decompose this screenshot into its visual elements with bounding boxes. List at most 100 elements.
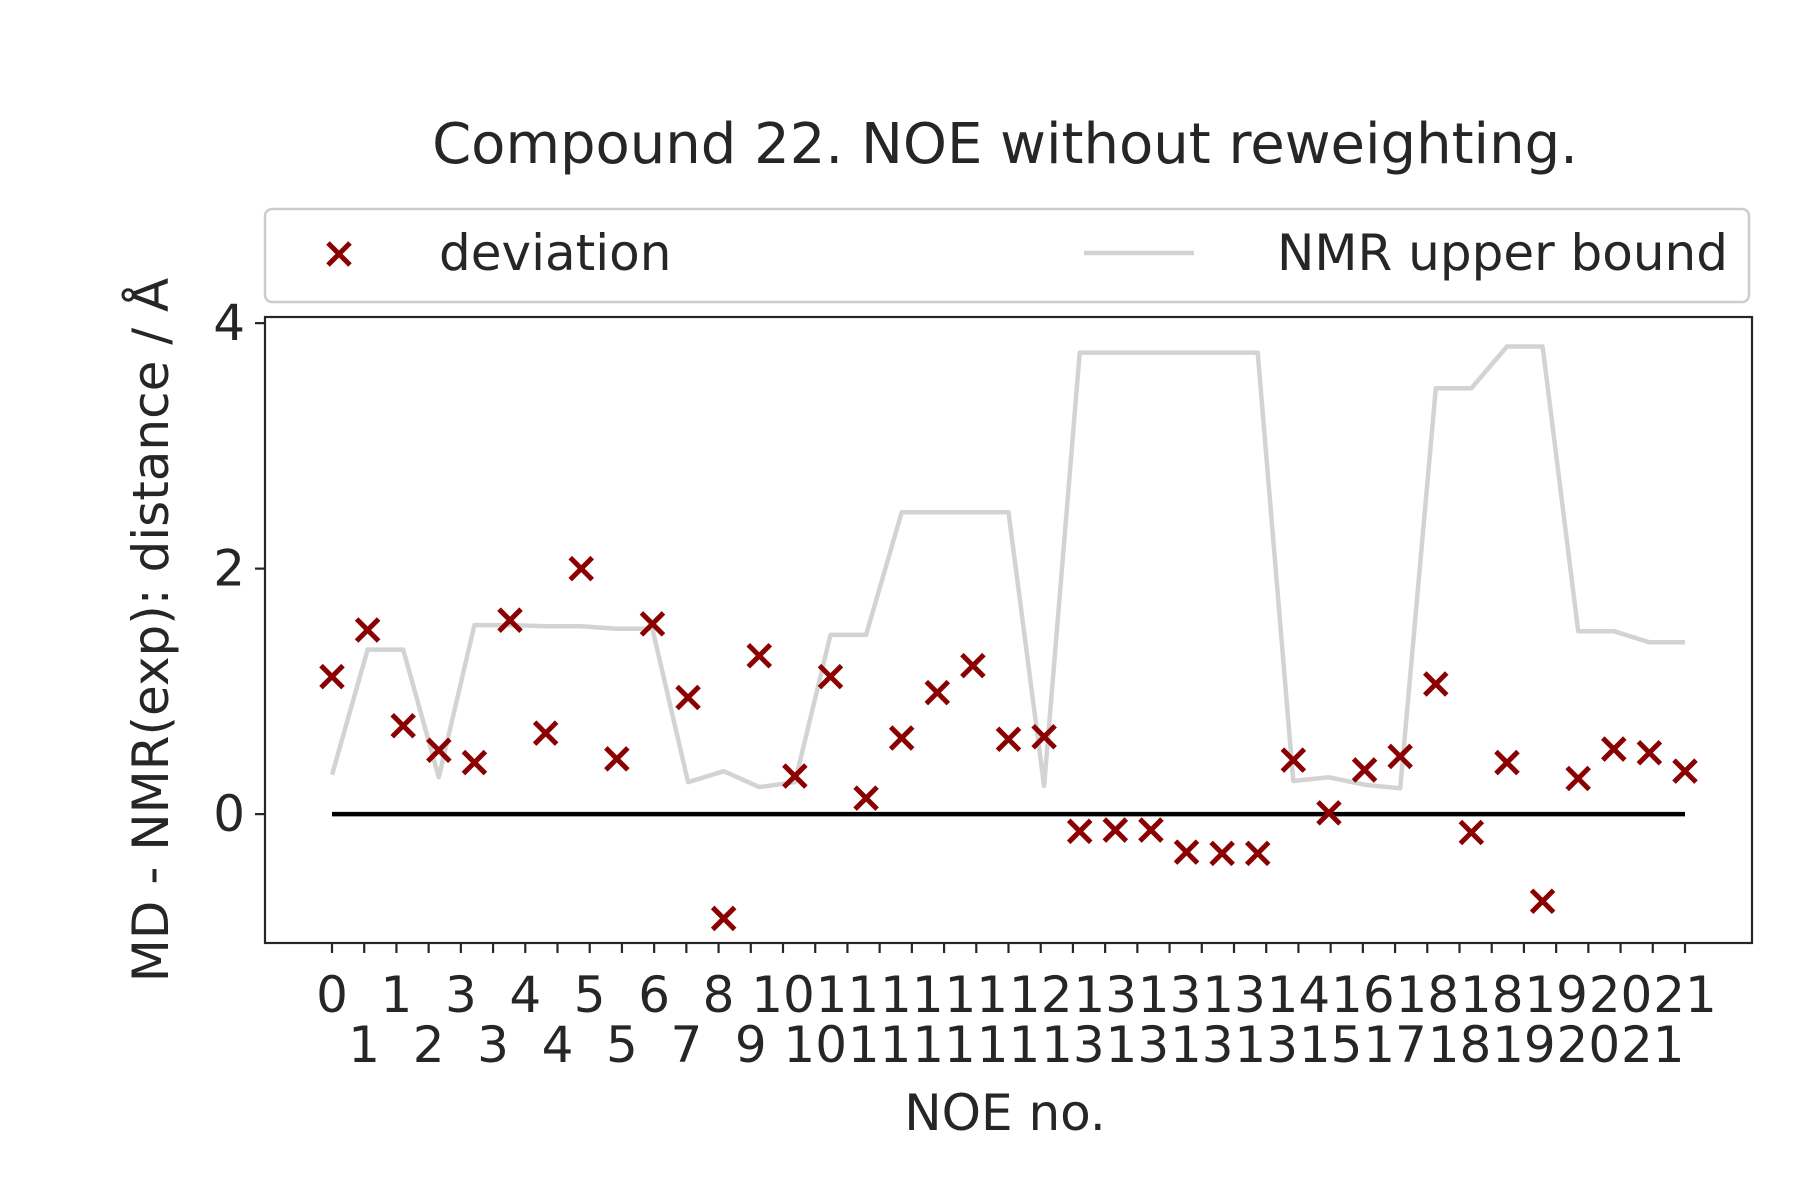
deviation-point bbox=[924, 679, 951, 706]
deviation-point bbox=[710, 905, 737, 932]
deviation-point bbox=[1458, 819, 1485, 846]
upper-bound-series bbox=[329, 344, 1685, 791]
y-axis-label: MD - NMR(exp): distance / Å bbox=[122, 278, 180, 982]
x-tick-label: 13 bbox=[1234, 1016, 1298, 1074]
deviation-point bbox=[1066, 818, 1093, 845]
upper-bound-line bbox=[329, 344, 1685, 791]
x-tick-label: 21 bbox=[1621, 1016, 1685, 1074]
x-tick-label: 18 bbox=[1460, 966, 1524, 1024]
x-tick-label: 13 bbox=[1041, 1016, 1105, 1074]
chart-title: Compound 22. NOE without reweighting. bbox=[432, 112, 1578, 177]
plot-frame bbox=[263, 315, 1754, 945]
x-tick-label: 1 bbox=[348, 1016, 380, 1074]
x-tick-label: 11 bbox=[816, 966, 880, 1024]
x-tick-label: 10 bbox=[783, 1016, 847, 1074]
x-tick-label: 5 bbox=[606, 1016, 638, 1074]
deviation-point bbox=[995, 726, 1022, 753]
deviation-point bbox=[354, 617, 381, 643]
x-tick-label: 4 bbox=[509, 966, 541, 1024]
x-tick-label: 20 bbox=[1589, 966, 1653, 1024]
x-tick-label: 13 bbox=[1138, 966, 1202, 1024]
deviation-point bbox=[1672, 758, 1698, 784]
y-tick-label: 2 bbox=[213, 540, 245, 598]
legend-deviation-marker bbox=[326, 241, 352, 267]
deviation-point bbox=[1422, 671, 1449, 697]
deviation-point bbox=[532, 720, 559, 746]
x-tick-label: 3 bbox=[477, 1016, 509, 1074]
deviation-point bbox=[426, 737, 452, 764]
deviation-point bbox=[497, 607, 523, 633]
deviation-point bbox=[390, 712, 416, 739]
x-axis: 0112334455678910101111111111111213131313… bbox=[316, 943, 1717, 1074]
x-axis-label: NOE no. bbox=[904, 1084, 1106, 1142]
deviation-point bbox=[1565, 765, 1591, 792]
deviation-point bbox=[1636, 739, 1663, 766]
deviation-point bbox=[1280, 747, 1307, 773]
deviation-point bbox=[1244, 840, 1271, 867]
deviation-point bbox=[1173, 839, 1200, 865]
deviation-point bbox=[675, 684, 701, 711]
x-tick-label: 13 bbox=[1106, 1016, 1170, 1074]
x-tick-label: 9 bbox=[735, 1016, 767, 1074]
x-tick-label: 13 bbox=[1073, 966, 1137, 1024]
legend-box bbox=[263, 207, 1751, 304]
x-tick-label: 11 bbox=[848, 1016, 912, 1074]
legend: deviation NMR upper bound bbox=[263, 207, 1751, 304]
x-tick-label: 6 bbox=[638, 966, 670, 1024]
x-tick-label: 18 bbox=[1395, 966, 1459, 1024]
deviation-point bbox=[960, 652, 986, 679]
deviation-point bbox=[639, 611, 666, 637]
x-tick-label: 8 bbox=[703, 966, 735, 1024]
x-tick-label: 12 bbox=[1009, 966, 1073, 1024]
x-tick-label: 3 bbox=[445, 966, 477, 1024]
x-tick-label: 4 bbox=[542, 1016, 574, 1074]
deviation-point bbox=[461, 749, 488, 776]
y-axis: 0 2 4 bbox=[213, 294, 265, 843]
x-tick-label: 1 bbox=[381, 966, 413, 1024]
x-tick-label: 17 bbox=[1363, 1016, 1427, 1074]
x-tick-label: 11 bbox=[912, 1016, 976, 1074]
deviation-point bbox=[817, 663, 844, 690]
x-tick-label: 11 bbox=[944, 966, 1008, 1024]
x-tick-label: 20 bbox=[1557, 1016, 1621, 1074]
deviation-point bbox=[1529, 888, 1556, 915]
legend-upper-bound-label: NMR upper bound bbox=[1277, 224, 1728, 282]
deviation-point bbox=[1351, 757, 1378, 783]
deviation-point bbox=[853, 785, 879, 811]
x-tick-label: 21 bbox=[1653, 966, 1717, 1024]
x-tick-label: 15 bbox=[1299, 1016, 1363, 1074]
x-tick-label: 5 bbox=[574, 966, 606, 1024]
x-tick-label: 19 bbox=[1524, 966, 1588, 1024]
x-tick-label: 7 bbox=[670, 1016, 702, 1074]
x-tick-label: 0 bbox=[316, 966, 348, 1024]
deviation-point bbox=[782, 763, 808, 789]
deviation-point bbox=[1601, 736, 1627, 762]
x-tick-label: 10 bbox=[751, 966, 815, 1024]
deviation-point bbox=[1387, 743, 1413, 770]
y-tick-label: 0 bbox=[213, 785, 245, 843]
x-tick-label: 13 bbox=[1170, 1016, 1234, 1074]
y-tick-label: 4 bbox=[213, 294, 245, 352]
deviation-point bbox=[1209, 840, 1235, 867]
deviation-point bbox=[568, 555, 595, 582]
x-tick-label: 19 bbox=[1492, 1016, 1556, 1074]
x-tick-label: 14 bbox=[1267, 966, 1331, 1024]
legend-deviation-label: deviation bbox=[439, 224, 671, 282]
deviation-series bbox=[319, 555, 1698, 932]
deviation-point bbox=[1316, 800, 1342, 826]
deviation-point bbox=[1102, 817, 1129, 843]
deviation-point bbox=[1031, 724, 1057, 750]
deviation-point bbox=[604, 746, 630, 772]
x-tick-label: 18 bbox=[1428, 1016, 1492, 1074]
deviation-point bbox=[1138, 817, 1164, 843]
x-tick-label: 2 bbox=[413, 1016, 445, 1074]
deviation-point bbox=[319, 663, 345, 690]
x-tick-label: 11 bbox=[880, 966, 944, 1024]
x-tick-label: 11 bbox=[977, 1016, 1041, 1074]
x-tick-label: 16 bbox=[1331, 966, 1395, 1024]
deviation-point bbox=[1494, 749, 1520, 776]
deviation-point bbox=[888, 725, 915, 751]
deviation-point bbox=[746, 643, 773, 669]
